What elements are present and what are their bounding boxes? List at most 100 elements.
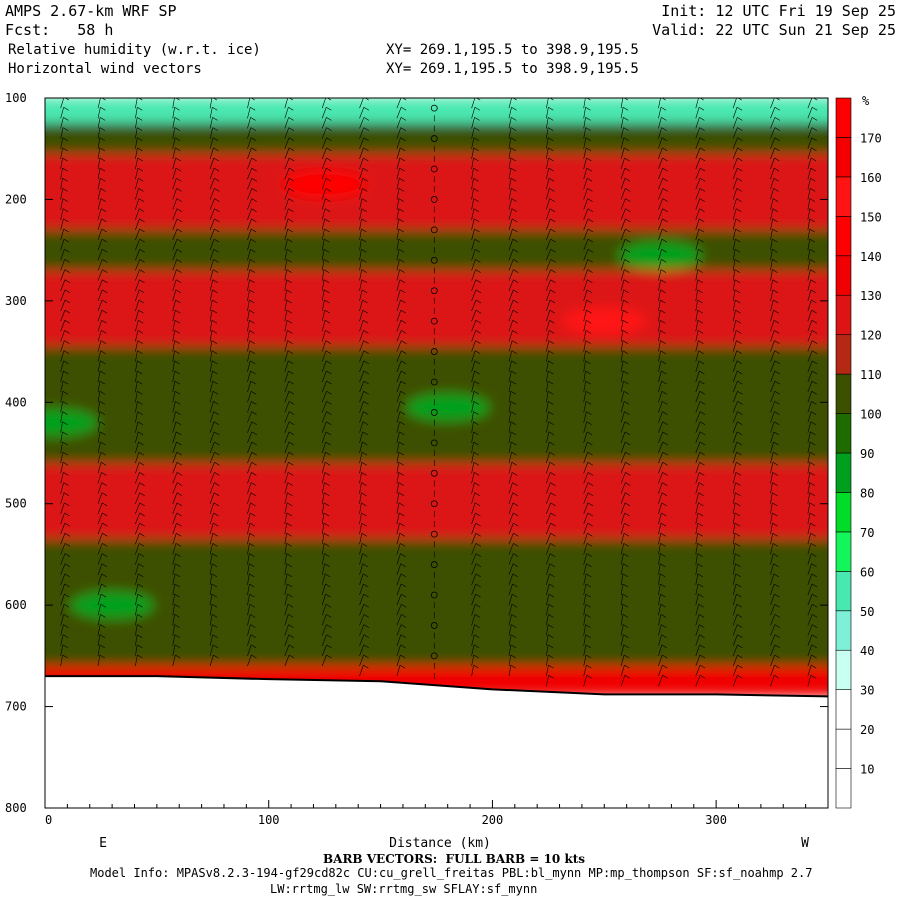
- wind-barb: [732, 137, 738, 149]
- wind-barb-flag: [176, 441, 182, 446]
- wind-barb: [620, 391, 625, 403]
- wind-barb: [807, 502, 811, 514]
- wind-barb: [97, 452, 102, 464]
- wind-barb: [321, 512, 325, 525]
- wind-barb-flag: [734, 249, 741, 253]
- wind-barb: [172, 553, 176, 565]
- colorbar-label: 130: [860, 289, 882, 303]
- wind-barb-flag: [63, 614, 69, 618]
- wind-barb-flag: [324, 563, 330, 567]
- wind-barb-flag: [550, 289, 556, 294]
- wind-barb: [732, 665, 738, 677]
- wind-barb-flag: [473, 421, 479, 425]
- wind-barb: [97, 583, 102, 596]
- wind-barb-flag: [511, 188, 517, 192]
- wind-barb: [247, 502, 251, 514]
- wind-barb: [172, 411, 176, 423]
- wind-barb: [209, 289, 213, 301]
- wind-barb-flag: [137, 604, 143, 608]
- wind-barb: [471, 634, 475, 646]
- wind-barb-flag: [62, 462, 69, 466]
- wind-barb-flag: [586, 573, 592, 578]
- wind-barb-flag: [737, 98, 742, 101]
- wind-barb: [135, 472, 140, 484]
- wind-barb-flag: [326, 614, 332, 618]
- wind-barb: [471, 157, 474, 170]
- wind-barb: [770, 198, 774, 210]
- wind-barb: [807, 310, 812, 322]
- wind-barb: [695, 523, 699, 535]
- wind-barb-flag: [64, 583, 70, 588]
- wind-barb-flag: [363, 411, 369, 415]
- wind-barb: [135, 421, 139, 433]
- wind-barb-flag: [212, 533, 219, 537]
- wind-barb-flag: [288, 401, 295, 405]
- wind-barb: [807, 594, 813, 606]
- wind-barb-flag: [550, 502, 556, 507]
- wind-barb-flag: [510, 664, 516, 669]
- wind-barb-flag: [325, 604, 332, 608]
- wind-barb: [546, 401, 549, 413]
- wind-barb: [359, 604, 365, 616]
- wind-barb-flag: [661, 634, 667, 638]
- wind-barb: [546, 381, 549, 393]
- wind-barb-flag: [510, 391, 517, 395]
- wind-barb: [359, 665, 364, 677]
- wind-barb: [658, 279, 662, 291]
- wind-barb: [770, 502, 773, 514]
- wind-barb: [471, 421, 474, 433]
- wind-barb: [620, 604, 624, 616]
- wind-barb-flag: [213, 512, 219, 517]
- wind-barb-flag: [62, 147, 68, 152]
- wind-barb: [396, 634, 402, 646]
- wind-barb: [359, 583, 364, 596]
- wind-barb: [209, 340, 213, 352]
- wind-barb: [60, 512, 65, 525]
- wind-barb-flag: [102, 279, 108, 283]
- wind-barb-flag: [362, 441, 368, 446]
- wind-barb-flag: [100, 624, 106, 628]
- wind-barb-flag: [660, 360, 667, 365]
- wind-barb-flag: [662, 472, 668, 476]
- wind-barb-flag: [363, 350, 369, 354]
- wind-barb-flag: [212, 360, 218, 365]
- wind-barb-flag: [587, 451, 593, 456]
- wind-barb-flag: [363, 644, 369, 649]
- wind-barb-flag: [699, 147, 706, 152]
- wind-barb-flag: [324, 482, 330, 486]
- wind-barb-flag: [361, 543, 368, 547]
- wind-barb: [807, 188, 811, 200]
- wind-barb: [583, 431, 588, 443]
- wind-barb-flag: [660, 522, 667, 527]
- wind-barb-flag: [363, 340, 369, 344]
- colorbar-label: 60: [860, 565, 874, 579]
- wind-barb: [770, 391, 776, 403]
- wind-barb: [209, 269, 214, 281]
- wind-barb: [321, 218, 326, 230]
- wind-barb-flag: [623, 644, 629, 649]
- wind-barb-flag: [661, 127, 667, 131]
- wind-barb-flag: [548, 178, 555, 182]
- wind-barb: [546, 198, 550, 210]
- wind-barb: [396, 289, 401, 301]
- wind-barb-flag: [288, 462, 294, 466]
- wind-barb: [732, 218, 737, 230]
- wind-barb-flag: [251, 654, 257, 659]
- wind-barb: [135, 634, 138, 646]
- wind-barb: [172, 634, 176, 646]
- rh-band-1: [45, 123, 828, 154]
- wind-barb: [695, 188, 701, 200]
- wind-barb-flag: [660, 563, 666, 567]
- wind-barb: [321, 320, 326, 332]
- wind-barb-flag: [174, 107, 180, 111]
- wind-barb: [770, 289, 774, 301]
- wind-barb-flag: [250, 624, 256, 628]
- wind-barb: [732, 107, 738, 119]
- wind-barb-flag: [586, 167, 592, 172]
- wind-barb-flag: [809, 462, 815, 466]
- wind-barb-flag: [139, 472, 145, 476]
- model-info-2: LW:rrtmg_lw SW:rrtmg_sw SFLAY:sf_mynn: [270, 882, 538, 896]
- wind-barb: [732, 594, 737, 606]
- wind-barb: [508, 553, 514, 565]
- wind-barb-flag: [550, 238, 556, 243]
